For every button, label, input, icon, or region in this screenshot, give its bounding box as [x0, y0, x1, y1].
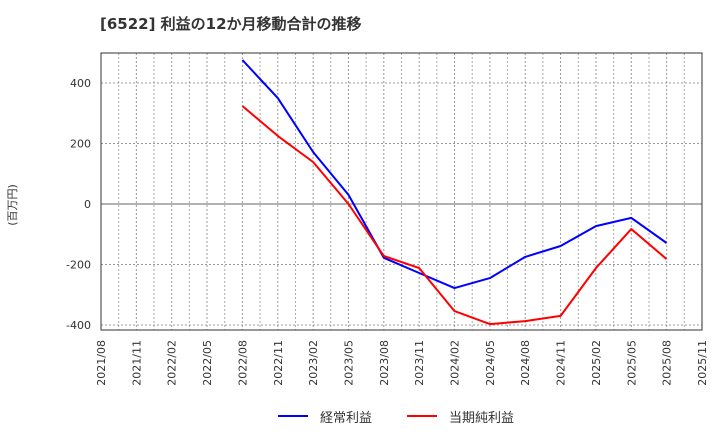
y-tick-label: -200 [66, 259, 91, 272]
legend-swatch-red [407, 415, 437, 417]
x-tick-label: 2022/08 [236, 340, 249, 386]
x-tick-label: 2023/11 [413, 340, 426, 386]
x-tick-label: 2022/05 [201, 340, 214, 386]
x-tick-label: 2024/11 [555, 340, 568, 386]
legend: 経常利益 当期純利益 [0, 404, 720, 428]
y-tick-label: 400 [70, 77, 91, 90]
x-tick-label: 2024/08 [519, 340, 532, 386]
x-tick-label: 2025/08 [661, 340, 674, 386]
series-line-net-profit [241, 105, 668, 326]
x-tick-label: 2022/02 [166, 340, 179, 386]
x-tick-label: 2022/11 [272, 340, 285, 386]
x-tick-label: 2021/08 [95, 340, 108, 386]
x-tick-label: 2021/11 [130, 340, 143, 386]
y-tick-label: -400 [66, 319, 91, 332]
y-tick-label: 0 [84, 198, 91, 211]
chart-title: [6522] 利益の12か月移動合計の推移 [100, 15, 362, 33]
legend-item-net-profit: 当期純利益 [407, 404, 514, 428]
x-tick-label: 2025/05 [625, 340, 638, 386]
x-tick-label: 2023/05 [342, 340, 355, 386]
x-tick-label: 2023/08 [378, 340, 391, 386]
x-tick-label: 2025/11 [696, 340, 709, 386]
x-tick-label: 2024/02 [449, 340, 462, 386]
plot-frame [100, 52, 703, 331]
x-tick-label: 2023/02 [307, 340, 320, 386]
x-tick-label: 2025/02 [590, 340, 603, 386]
series-line-ordinary-profit [241, 59, 668, 290]
x-tick-label: 2024/05 [484, 340, 497, 386]
legend-swatch-blue [278, 415, 308, 417]
legend-item-ordinary-profit: 経常利益 [278, 404, 372, 428]
y-tick-label: 200 [70, 138, 91, 151]
